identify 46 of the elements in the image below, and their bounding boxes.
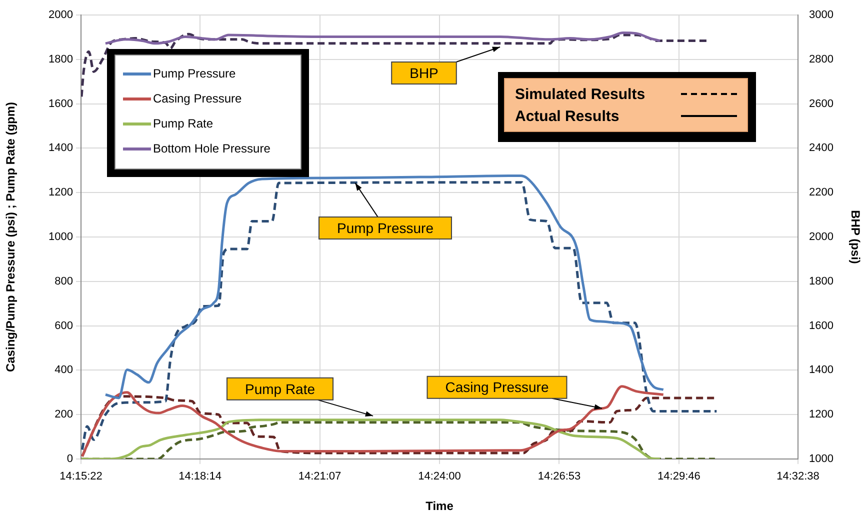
- y-tick-label: 1600: [48, 98, 73, 110]
- y-tick-label: 1200: [48, 186, 73, 199]
- line-series: [104, 174, 665, 400]
- y2-tick-label: 3000: [809, 9, 834, 22]
- x-tick-label: 14:18:14: [178, 470, 222, 483]
- y-tick-label: 200: [54, 408, 73, 421]
- legend-label: Pump Rate: [153, 116, 214, 130]
- y-tick-label: 400: [54, 364, 73, 376]
- y-tick-label: 1400: [48, 142, 73, 154]
- line-series: [81, 181, 718, 451]
- annotation: Casing Pressure: [445, 379, 549, 396]
- legend-label: Bottom Hole Pressure: [153, 141, 271, 156]
- annotation: Pump Pressure: [336, 220, 434, 236]
- y-tick-label: 800: [54, 275, 73, 288]
- y2-tick-label: 2000: [809, 231, 834, 244]
- x-axis-title: Time: [426, 499, 454, 514]
- y2-tick-label: 1200: [809, 408, 834, 421]
- x-tick-label: 14:29:46: [658, 470, 700, 483]
- y2-axis-title: BHP (psi): [848, 210, 862, 264]
- annotation: Pump Rate: [244, 380, 316, 397]
- x-tick-label: 14:21:07: [298, 470, 342, 483]
- annotation: BHP: [410, 64, 438, 81]
- y2-tick-label: 2800: [809, 53, 834, 66]
- y-tick-label: 0: [66, 453, 73, 466]
- y2-tick-label: 1800: [809, 275, 834, 288]
- y2-tick-label: 2600: [809, 98, 834, 110]
- key-panel: Simulated Results Actual Results: [498, 72, 756, 142]
- x-tick-label: 14:24:00: [418, 470, 461, 483]
- annotation: Actual Results: [515, 108, 620, 124]
- y-tick-label: 1000: [48, 231, 73, 244]
- y2-tick-label: 1000: [809, 453, 834, 466]
- y2-tick-label: 1400: [809, 364, 834, 376]
- legend-label: Casing Pressure: [153, 91, 242, 106]
- y-axis-title: Casing/Pump Pressure (psi) ; Pump Rate (gpm): [4, 102, 18, 372]
- y-tick-label: 1800: [48, 53, 73, 66]
- y-tick-label: 600: [54, 320, 73, 332]
- y2-tick-label: 1600: [809, 320, 834, 332]
- legend-label: Pump Pressure: [153, 66, 236, 80]
- annotation: Simulated Results: [515, 86, 646, 102]
- y2-tick-label: 2200: [809, 186, 834, 199]
- x-tick-label: 14:15:22: [60, 470, 102, 483]
- x-tick-label: 14:26:53: [538, 470, 581, 483]
- y2-tick-label: 2400: [809, 142, 834, 154]
- y-tick-label: 2000: [48, 9, 73, 22]
- x-tick-label: 14:32:38: [776, 470, 820, 483]
- line-series: [104, 32, 662, 45]
